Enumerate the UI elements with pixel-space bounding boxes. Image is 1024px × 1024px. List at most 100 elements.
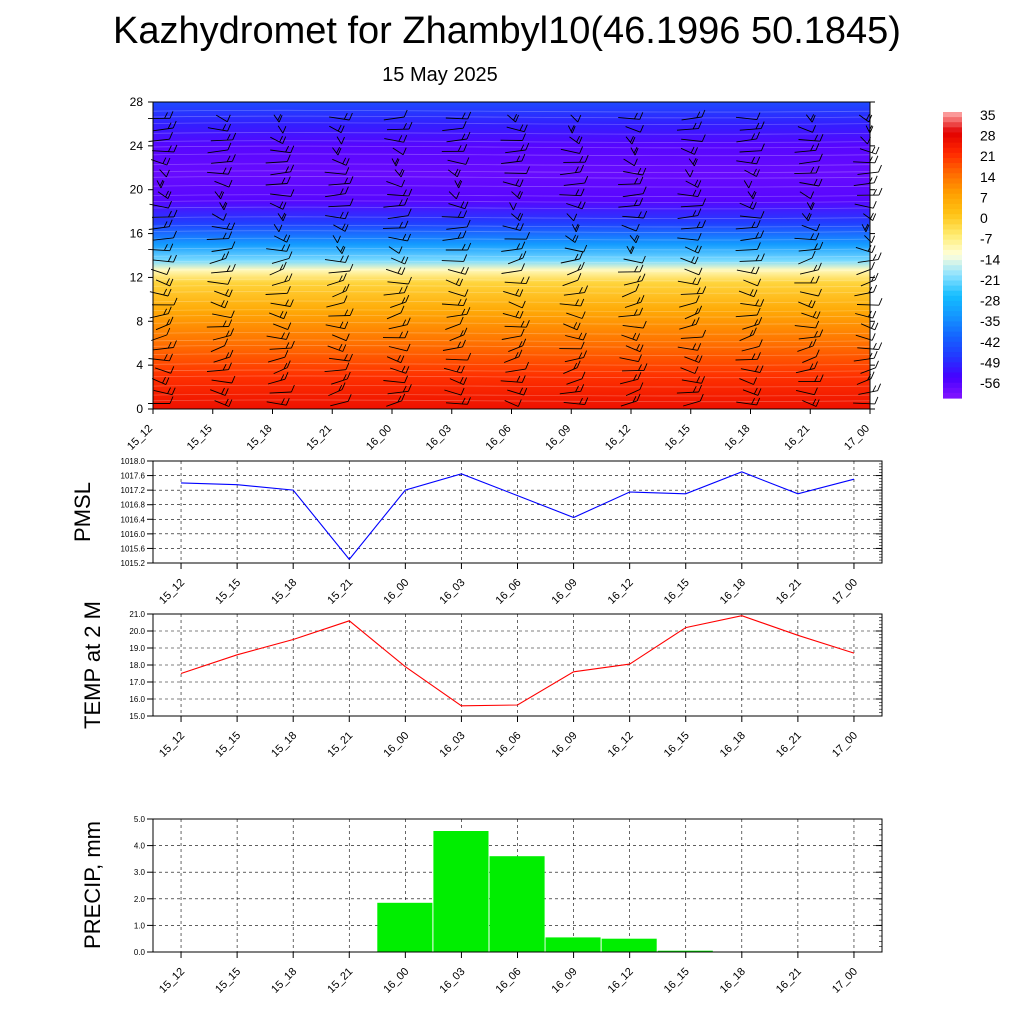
wind-barb-flag bbox=[280, 398, 285, 405]
wind-barb bbox=[618, 307, 644, 318]
colorbar-label: -42 bbox=[980, 334, 1000, 350]
wind-barb-shaft bbox=[214, 400, 230, 407]
wind-barb-flag bbox=[757, 388, 762, 396]
wind-barb bbox=[736, 266, 760, 275]
wind-barb-shaft bbox=[798, 139, 821, 142]
wind-barb-flag bbox=[463, 377, 468, 385]
wind-barb-shaft bbox=[742, 323, 759, 330]
wind-barb-flag bbox=[815, 165, 820, 174]
y-tick-label: 1015.6 bbox=[121, 544, 146, 553]
wind-barb-flag bbox=[342, 273, 347, 281]
wind-barb-flag bbox=[577, 114, 582, 123]
wind-barb-flag bbox=[224, 300, 229, 308]
colorbar-swatch bbox=[943, 112, 962, 118]
wind-barb bbox=[504, 232, 530, 240]
wind-barb bbox=[685, 169, 694, 178]
wind-barb-flag bbox=[702, 329, 707, 338]
wind-barb-shaft bbox=[267, 378, 286, 385]
colorbar-swatch bbox=[943, 316, 962, 322]
wind-barb-flag bbox=[878, 298, 883, 306]
wind-barb bbox=[447, 266, 469, 275]
wind-barb-shaft bbox=[685, 169, 691, 178]
wind-barb bbox=[798, 329, 824, 340]
wind-barb-flag bbox=[525, 142, 530, 151]
wind-barb bbox=[683, 393, 704, 407]
wind-barb-shaft bbox=[559, 194, 582, 197]
colorbar-swatch bbox=[943, 346, 962, 353]
wind-barb-flag bbox=[694, 354, 699, 362]
y-tick-label: 3.0 bbox=[134, 868, 146, 877]
wind-barb-flag bbox=[818, 178, 823, 187]
wind-barb-flag bbox=[402, 385, 407, 393]
wind-barb-shaft bbox=[394, 169, 402, 178]
wind-barb bbox=[332, 283, 350, 298]
wind-barb-flag bbox=[521, 263, 525, 271]
wind-barb bbox=[794, 143, 820, 153]
wind-barb bbox=[795, 387, 818, 396]
wind-barb bbox=[155, 278, 174, 287]
colorbar-label: 14 bbox=[980, 169, 996, 185]
wind-barb-shaft bbox=[329, 125, 342, 134]
x-tick-label: 16_12 bbox=[603, 423, 633, 453]
wind-barb-flag bbox=[344, 321, 349, 329]
wind-barb-flag bbox=[401, 256, 405, 263]
wind-barb bbox=[157, 190, 172, 199]
wind-barb-flag bbox=[457, 298, 462, 306]
wind-barb-shaft bbox=[328, 315, 351, 317]
wind-barb-shaft bbox=[387, 215, 409, 220]
wind-barb bbox=[742, 387, 762, 396]
wind-barb-flag bbox=[810, 191, 815, 199]
wind-barb bbox=[332, 333, 350, 342]
x-tick-label: 16_18 bbox=[723, 423, 753, 453]
colorbar-label: -14 bbox=[980, 251, 1000, 267]
wind-barb-flag bbox=[232, 132, 237, 141]
wind-barb-flag bbox=[169, 316, 174, 324]
wind-barb-flag bbox=[692, 189, 697, 197]
wind-barb-shaft bbox=[501, 248, 522, 252]
wind-barb-shaft bbox=[563, 292, 585, 296]
wind-barb-flag bbox=[401, 365, 406, 373]
wind-barb bbox=[385, 267, 406, 276]
wind-barb-shaft bbox=[794, 149, 816, 153]
wind-barb-flag bbox=[404, 375, 409, 383]
wind-barb bbox=[560, 146, 584, 154]
wind-barb-flag bbox=[760, 143, 765, 151]
wind-barb-flag bbox=[694, 308, 699, 315]
wind-barb-shaft bbox=[500, 380, 523, 383]
wind-barb bbox=[270, 164, 295, 176]
wind-barb bbox=[560, 251, 584, 264]
wind-barb bbox=[802, 349, 820, 364]
colorbar-swatch bbox=[943, 178, 962, 185]
wind-barb-shaft bbox=[207, 127, 228, 132]
x-tick-label: 15_21 bbox=[325, 730, 355, 760]
wind-barb-flag bbox=[812, 310, 817, 318]
wind-barb bbox=[735, 242, 761, 252]
colorbar-label: -7 bbox=[980, 231, 993, 247]
wind-barb-shaft bbox=[676, 391, 699, 394]
wind-barb bbox=[271, 251, 293, 264]
wind-barb bbox=[619, 354, 642, 363]
wind-barb bbox=[799, 178, 823, 187]
wind-barb-shaft bbox=[626, 245, 632, 255]
wind-barb bbox=[853, 396, 879, 405]
wind-barb-shaft bbox=[853, 182, 875, 187]
wind-barb-shaft bbox=[219, 202, 225, 211]
wind-barb bbox=[799, 262, 822, 275]
wind-barb bbox=[211, 375, 236, 384]
wind-barb-flag bbox=[580, 298, 585, 307]
wind-barb-flag bbox=[466, 219, 471, 228]
wind-barb-flag bbox=[402, 147, 407, 155]
wind-barb-shaft bbox=[509, 202, 514, 211]
wind-barb-flag bbox=[167, 255, 172, 262]
wind-barb-flag bbox=[692, 122, 697, 130]
wind-barb bbox=[623, 167, 647, 176]
wind-barb-shaft bbox=[207, 171, 229, 175]
y-tick-label: 16.0 bbox=[129, 695, 145, 704]
wind-barb-flag bbox=[397, 395, 402, 403]
wind-barb-flag bbox=[159, 179, 164, 187]
wind-barb-flag bbox=[405, 294, 410, 303]
colorbar-swatch bbox=[943, 137, 962, 144]
wind-barb-flag bbox=[277, 114, 282, 121]
wind-barb-flag bbox=[227, 277, 232, 285]
wind-barb-flag bbox=[462, 230, 467, 238]
